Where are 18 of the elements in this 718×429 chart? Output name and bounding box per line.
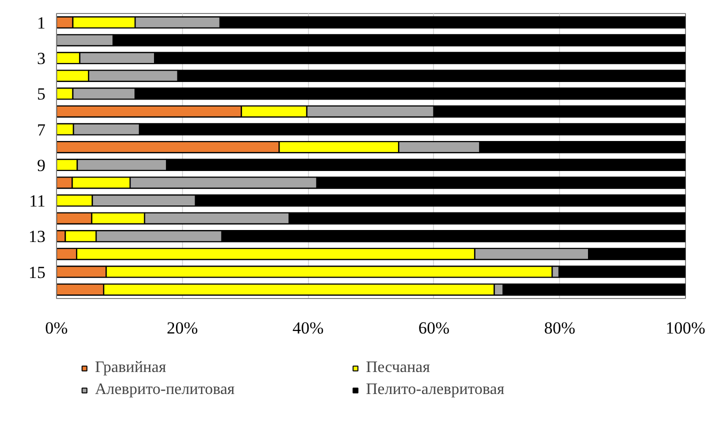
x-tick-label: 80% <box>544 318 576 338</box>
legend-label: Песчаная <box>366 359 432 377</box>
x-tick-label: 40% <box>292 318 324 338</box>
y-tick-label: 5 <box>37 84 46 104</box>
x-tick-label: 100% <box>666 318 706 338</box>
y-tick-label: 3 <box>37 49 46 68</box>
x-tick-label: 0% <box>45 318 68 338</box>
legend-label: Алеврито-пелитовая <box>95 381 236 399</box>
y-tick-label: 15 <box>28 262 46 282</box>
x-tick-label: 20% <box>166 318 198 338</box>
y-tick-label: 7 <box>37 120 46 140</box>
y-tick-label: 11 <box>29 192 46 211</box>
y-tick-label: 1 <box>37 13 46 32</box>
y-tick-label: 13 <box>28 227 46 246</box>
x-tick-label: 60% <box>418 318 450 338</box>
legend-label: Гравийная <box>95 359 168 377</box>
y-tick-label: 9 <box>37 156 46 175</box>
legend-label: Пелито-алевритовая <box>366 381 506 399</box>
